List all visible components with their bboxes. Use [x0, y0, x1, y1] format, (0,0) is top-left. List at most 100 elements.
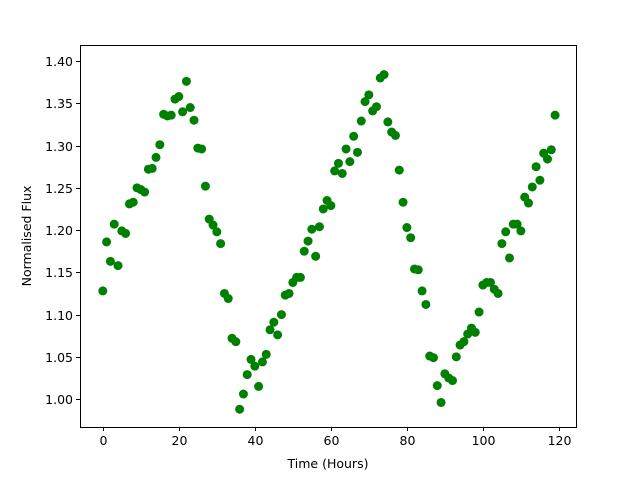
data-point	[257, 357, 267, 367]
y-tick-label: 1.35	[45, 96, 73, 111]
data-points	[98, 70, 560, 414]
data-point	[128, 197, 138, 207]
data-point	[212, 227, 222, 237]
data-point	[250, 361, 260, 371]
data-point	[470, 327, 480, 337]
x-axis-label: Time (Hours)	[287, 456, 369, 471]
data-point	[436, 397, 446, 407]
data-point	[459, 337, 469, 347]
y-tick-label: 1.40	[45, 54, 73, 69]
data-point	[246, 354, 256, 364]
data-point	[364, 90, 374, 100]
data-point	[284, 288, 294, 298]
x-tick-label: 40	[248, 433, 264, 448]
data-point	[303, 236, 313, 246]
data-point	[413, 265, 423, 275]
data-point	[326, 201, 336, 211]
y-tick-label: 1.10	[45, 308, 73, 323]
data-point	[337, 168, 347, 178]
x-tick-label: 120	[548, 433, 572, 448]
y-tick-label: 1.05	[45, 350, 73, 365]
data-point	[105, 256, 115, 266]
data-point	[360, 97, 370, 107]
data-point	[295, 272, 305, 282]
y-tick-label: 1.15	[45, 265, 73, 280]
data-point	[265, 325, 275, 335]
data-point	[235, 404, 245, 414]
data-point	[140, 187, 150, 197]
data-point	[314, 222, 324, 232]
data-point	[402, 223, 412, 233]
data-point	[428, 353, 438, 363]
data-point	[276, 310, 286, 320]
data-point	[311, 251, 321, 261]
data-point	[474, 307, 484, 317]
data-point	[197, 144, 207, 154]
data-point	[349, 131, 359, 141]
data-point	[447, 376, 457, 386]
data-point	[390, 130, 400, 140]
data-point	[273, 330, 283, 340]
data-point	[501, 227, 511, 237]
y-tick-label: 1.20	[45, 223, 73, 238]
data-point	[261, 349, 271, 359]
data-point	[121, 228, 131, 238]
data-point	[242, 370, 252, 380]
y-axis: 1.00 1.05 1.10 1.15 1.20 1.25 1.30 1.35 1.40	[45, 54, 80, 407]
data-point	[527, 182, 537, 192]
data-point	[504, 253, 514, 263]
y-axis-label: Normalised Flux	[19, 186, 34, 287]
plot-frame	[80, 45, 577, 428]
data-point	[493, 288, 503, 298]
data-point	[333, 158, 343, 168]
x-axis: 0 20 40 60 80 100 120	[100, 427, 572, 448]
data-point	[147, 163, 157, 173]
data-point	[512, 219, 522, 229]
data-point	[341, 144, 351, 154]
x-tick-label: 0	[100, 433, 108, 448]
data-point	[269, 317, 279, 327]
data-point	[352, 147, 362, 157]
data-point	[102, 237, 112, 247]
data-point	[497, 239, 507, 249]
data-point	[151, 152, 161, 162]
x-tick-label: 60	[324, 433, 340, 448]
data-point	[550, 110, 560, 120]
data-point	[113, 261, 123, 271]
data-point	[356, 116, 366, 126]
data-point	[231, 337, 241, 347]
data-point	[166, 110, 176, 120]
data-point	[421, 299, 431, 309]
data-point	[546, 145, 556, 155]
x-tick-label: 80	[400, 433, 416, 448]
data-point	[307, 224, 317, 234]
data-point	[542, 154, 552, 164]
data-point	[523, 198, 533, 208]
data-point	[531, 162, 541, 172]
data-point	[417, 286, 427, 296]
data-point	[535, 175, 545, 185]
data-point	[223, 294, 233, 304]
x-tick-label: 100	[472, 433, 496, 448]
data-point	[318, 204, 328, 214]
data-point	[398, 197, 408, 207]
data-point	[178, 107, 188, 117]
data-point	[98, 286, 108, 296]
data-point	[216, 239, 226, 249]
data-point	[451, 352, 461, 362]
data-point	[406, 233, 416, 243]
data-point	[174, 92, 184, 102]
data-point	[155, 140, 165, 150]
data-point	[185, 103, 195, 113]
data-point	[345, 157, 355, 167]
data-point	[394, 165, 404, 175]
data-point	[238, 389, 248, 399]
data-point	[208, 220, 218, 230]
data-point	[109, 219, 119, 229]
data-point	[299, 246, 309, 256]
data-point	[379, 70, 389, 80]
y-tick-label: 1.00	[45, 392, 73, 407]
data-point	[516, 226, 526, 236]
data-point	[330, 166, 340, 176]
